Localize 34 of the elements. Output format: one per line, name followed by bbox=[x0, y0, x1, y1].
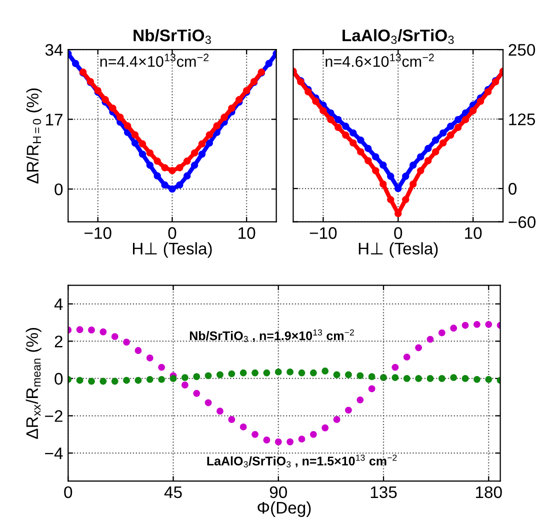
x-tick-label: 90 bbox=[270, 486, 287, 498]
x-tick-label: 0 bbox=[394, 227, 402, 239]
y-tick-label: 250 bbox=[508, 44, 536, 56]
y-tick-label: −60 bbox=[508, 216, 536, 228]
x-tick-label: 0 bbox=[64, 486, 72, 498]
y-tick-label: 2 bbox=[54, 336, 62, 348]
x-tick-label: 0 bbox=[168, 227, 176, 239]
chart-title: Nb/SrTiO$_{3}$ bbox=[134, 29, 211, 44]
x-tick-label: 10 bbox=[238, 227, 256, 239]
y-tick-label: 0 bbox=[508, 182, 517, 195]
y-tick-label: −4 bbox=[45, 448, 63, 460]
y-tick-label: 125 bbox=[509, 113, 536, 126]
y-tick-label: 4 bbox=[54, 298, 63, 310]
y-tick-label: 0 bbox=[54, 372, 63, 385]
x-tick-label: −10 bbox=[84, 227, 112, 239]
chart-title: LaAlO$_{3}$/SrTiO$_{3}$ bbox=[342, 29, 454, 44]
x-tick-label: −10 bbox=[310, 227, 337, 239]
x-axis-title: H⊥ (Tesla) bbox=[132, 242, 212, 258]
y-axis-title: ΔR/R$_{H=0}$ (%) bbox=[26, 88, 42, 184]
annotation: n=4.4×10$^{13}$cm$^{−2}$ bbox=[100, 54, 209, 67]
x-tick-label: 45 bbox=[164, 486, 182, 498]
x-axis-title: H⊥ (Tesla) bbox=[358, 242, 438, 258]
x-tick-label: 135 bbox=[370, 486, 397, 498]
annotation: Nb/SrTiO$_{3}$ , n=1.9×10$^{13}$ cm$^{−2}$ bbox=[190, 329, 354, 342]
annotation: LaAlO$_{3}$/SrTiO$_{3}$ , n=1.5×10$^{13}$ cm$^{−2}$ bbox=[207, 454, 397, 468]
x-axis-title: Φ(Deg) bbox=[258, 501, 311, 517]
y-tick-label: −2 bbox=[45, 410, 62, 422]
y-axis-title: ΔR$_{xx}$/R$_{mean}$ (%) bbox=[26, 328, 42, 439]
y-tick-label: 34 bbox=[45, 44, 63, 56]
x-tick-label: 180 bbox=[476, 486, 502, 498]
x-tick-label: 10 bbox=[465, 227, 482, 239]
annotation: n=4.6×10$^{13}$cm$^{−2}$ bbox=[326, 54, 434, 67]
y-tick-label: 0 bbox=[54, 183, 63, 196]
y-tick-label: 17 bbox=[46, 114, 62, 126]
